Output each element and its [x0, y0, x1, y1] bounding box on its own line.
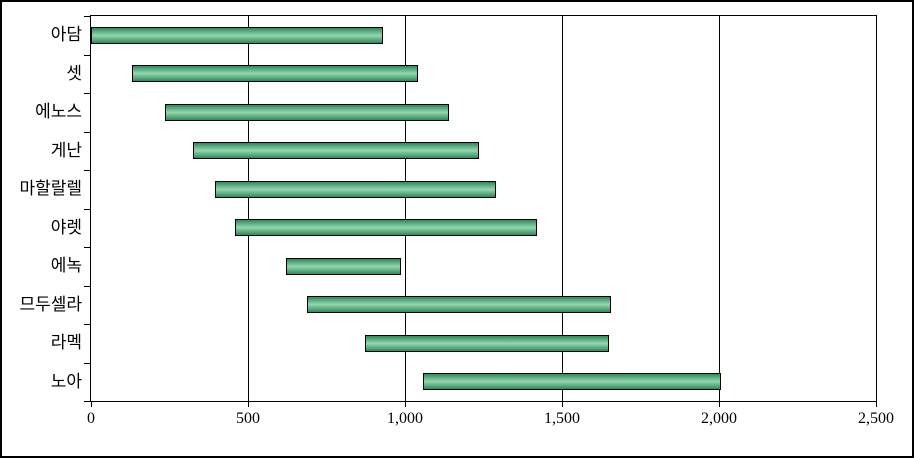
lifespan-bar — [235, 219, 538, 237]
x-tick-label: 1,000 — [387, 410, 423, 427]
category-label: 라멕 — [50, 333, 82, 352]
x-axis-tick — [876, 401, 877, 407]
category-label: 아담 — [50, 25, 82, 44]
category-label: 노아 — [50, 371, 82, 391]
y-axis-tick — [84, 55, 91, 56]
y-axis-tick — [84, 209, 91, 210]
plot-area — [90, 15, 877, 402]
lifespan-bar — [91, 26, 383, 44]
y-axis-tick — [84, 93, 91, 94]
x-axis-tick — [248, 401, 249, 407]
y-axis-tick — [84, 401, 91, 402]
vertical-gridline — [248, 16, 249, 401]
vertical-gridline — [562, 16, 563, 401]
vertical-gridline — [405, 16, 406, 401]
x-axis-tick — [91, 401, 92, 407]
category-label: 야렛 — [50, 217, 82, 237]
lifespan-bar — [365, 334, 610, 352]
x-axis-tick — [405, 401, 406, 407]
x-tick-label: 0 — [87, 410, 95, 427]
y-axis-tick — [84, 132, 91, 133]
category-label: 셋 — [66, 63, 82, 83]
y-axis-tick — [84, 363, 91, 364]
category-label: 게난 — [50, 140, 82, 160]
y-axis-tick — [84, 324, 91, 325]
lifespan-bar — [215, 180, 496, 198]
lifespan-bar — [131, 65, 419, 83]
y-axis-tick — [84, 16, 91, 17]
category-label: 에녹 — [50, 256, 82, 275]
y-axis-tick — [84, 247, 91, 248]
vertical-gridline — [719, 16, 720, 401]
y-axis-tick — [84, 170, 91, 171]
x-tick-label: 1,500 — [544, 410, 580, 427]
x-tick-label: 2,000 — [701, 410, 737, 427]
lifespan-bar — [164, 103, 449, 121]
lifespan-bar — [193, 142, 479, 160]
x-tick-label: 2,500 — [858, 410, 894, 427]
x-axis-tick — [562, 401, 563, 407]
category-label: 에노스 — [35, 102, 82, 121]
lifespan-bar — [422, 373, 721, 391]
x-tick-label: 500 — [236, 410, 260, 427]
y-axis-tick — [84, 286, 91, 287]
lifespan-bar — [306, 296, 611, 314]
category-label: 마할랄렐 — [19, 179, 82, 198]
category-label: 므두셀라 — [19, 294, 82, 314]
lifespan-bar — [286, 257, 401, 275]
x-axis-tick — [719, 401, 720, 407]
